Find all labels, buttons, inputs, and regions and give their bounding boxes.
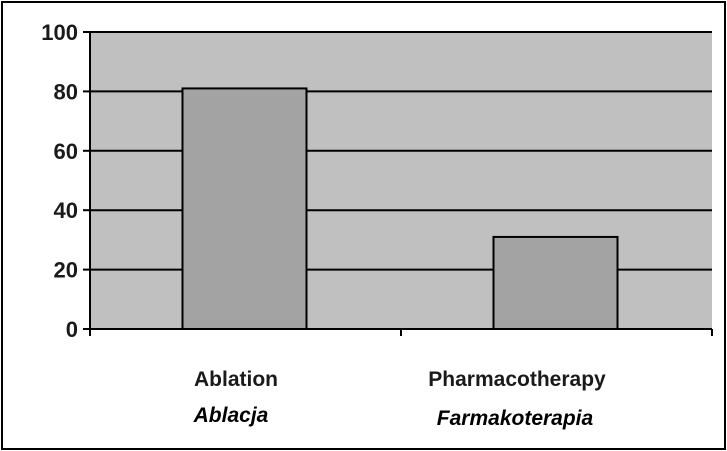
y-tick-label: 20: [54, 258, 78, 283]
bar-ablation: [181, 87, 308, 331]
y-tick-labels: 0 20 40 60 80 100: [41, 20, 90, 342]
x-tick-label-pharmacotherapy: Pharmacotherapy: [428, 368, 606, 391]
y-tick-label: 80: [54, 79, 78, 104]
bar-pharmacotherapy: [492, 235, 619, 330]
y-tick-label: 0: [66, 317, 78, 342]
x-tick-sublabel-ablation: Ablacja: [193, 404, 269, 427]
x-tick-sublabel-pharmacotherapy: Farmakoterapia: [437, 407, 594, 430]
x-tick-label-ablation: Ablation: [194, 368, 278, 391]
x-axis-ticks: [89, 329, 713, 336]
y-tick-label: 40: [54, 198, 78, 223]
y-tick-label: 60: [54, 139, 78, 164]
y-tick-label: 100: [41, 20, 78, 45]
bars: [181, 87, 619, 331]
